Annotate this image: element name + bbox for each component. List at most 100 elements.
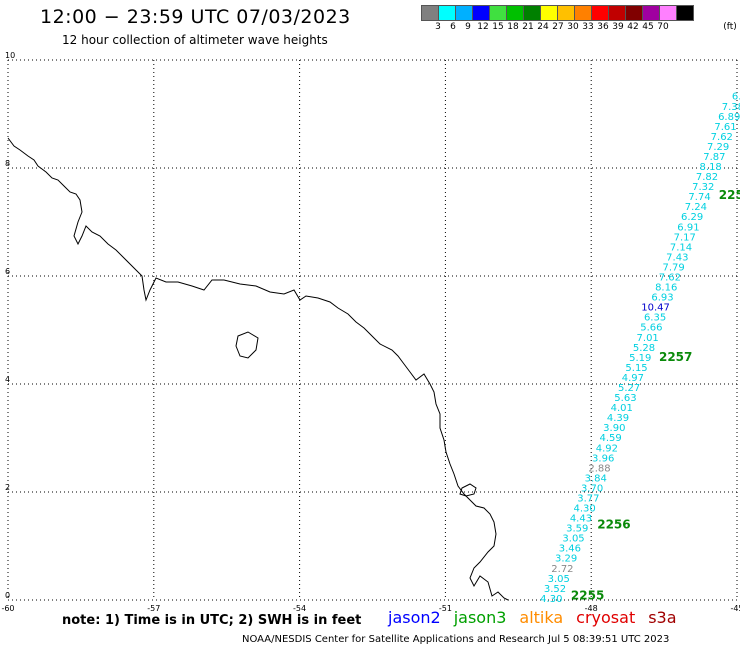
swh-value: 3.77 [577, 493, 599, 504]
x-tick-label: -45 [730, 604, 740, 613]
swh-value: 7.14 [670, 242, 692, 253]
swh-value: 6.89 [718, 112, 740, 123]
swh-value: 7.82 [696, 172, 718, 183]
satellite-altika: altika [519, 608, 564, 627]
scale-label: 30 [567, 22, 579, 32]
swh-value: 7.17 [674, 232, 696, 243]
swh-value: 10.47 [641, 303, 670, 314]
swh-value: 5.19 [629, 353, 651, 364]
scale-label: 33 [582, 22, 594, 32]
swh-value: 7.62 [659, 273, 681, 284]
swh-value: 3.29 [555, 554, 577, 565]
swh-value: 7.01 [637, 333, 659, 344]
scale-label: 24 [537, 22, 549, 32]
swh-value: 2.72 [551, 564, 573, 575]
y-tick-label: 10 [5, 51, 15, 60]
swh-value: 4.39 [607, 413, 629, 424]
swh-value: 4.59 [599, 433, 621, 444]
swh-value: 5.66 [640, 323, 662, 334]
swh-value: 7.61 [714, 122, 736, 133]
color-scale [421, 5, 694, 21]
swh-value: 4.43 [570, 514, 592, 525]
scale-swatch [676, 5, 694, 21]
swh-value: 2.88 [588, 463, 610, 474]
map-title: 12:00 − 23:59 UTC 07/03/2023 [40, 6, 351, 28]
time-label: 2257 [659, 350, 692, 364]
footer-credit: NOAA/NESDIS Center for Satellite Applica… [242, 634, 670, 645]
color-scale-labels: 3 6 9 12 15 18 21 24 27 30 33 36 39 42 45 70 (ft) [422, 22, 740, 33]
note-text: note: 1) Time is in UTC; 2) SWH is in fe… [62, 613, 362, 628]
y-tick-label: 8 [5, 159, 10, 168]
swh-value: 8.18 [700, 162, 722, 173]
satellite-legend: jason2 jason3 altika cryosat s3a [388, 608, 690, 627]
island-small [235, 331, 259, 359]
x-tick-label: -51 [439, 604, 452, 613]
swh-value: 5.63 [614, 393, 636, 404]
swh-value: 4.30 [540, 594, 562, 605]
swh-value: 6.91 [677, 222, 699, 233]
scale-label: 39 [612, 22, 624, 32]
y-tick-label: 2 [5, 483, 10, 492]
swh-value: 4.30 [574, 504, 596, 515]
map-subtitle: 12 hour collection of altimeter wave hei… [62, 33, 328, 47]
swh-value: 7.32 [692, 182, 714, 193]
swh-value: 5.27 [618, 383, 640, 394]
satellite-s3a: s3a [648, 608, 677, 627]
swh-value: 5.15 [625, 363, 647, 374]
time-label: 2256 [597, 517, 630, 531]
time-label: 2258 [719, 188, 740, 202]
scale-label: 42 [627, 22, 639, 32]
lat-lon-grid [7, 59, 738, 601]
swh-value: 4.01 [611, 403, 633, 414]
swh-value: 4.92 [596, 443, 618, 454]
swh-value: 5.28 [633, 343, 655, 354]
satellite-jason2: jason2 [388, 608, 441, 627]
swh-value: 3.52 [544, 584, 566, 595]
swh-value: 7.74 [688, 192, 710, 203]
scale-unit: (ft) [723, 22, 737, 32]
coastline [7, 137, 509, 601]
satellite-track: 4.303.523.052.723.293.463.053.594.434.30… [540, 92, 740, 605]
swh-value: 8.16 [655, 283, 677, 294]
y-tick-label: 4 [5, 375, 10, 384]
scale-label: 18 [507, 22, 519, 32]
swh-value: 7.87 [703, 152, 725, 163]
swh-value: 3.46 [559, 544, 581, 555]
swh-value: 3.90 [603, 423, 625, 434]
scale-label: 9 [465, 22, 471, 32]
x-tick-label: -60 [1, 604, 14, 613]
swh-value: 3.70 [581, 483, 603, 494]
scale-label: 15 [492, 22, 504, 32]
swh-value: 6.35 [644, 313, 666, 324]
scale-label: 3 [435, 22, 441, 32]
swh-value: 3.59 [566, 524, 588, 535]
swh-value: 6.29 [681, 212, 703, 223]
satellite-jason3: jason3 [453, 608, 507, 627]
x-tick-label: -54 [293, 604, 306, 613]
x-tick-label: -48 [585, 604, 598, 613]
swh-value: 7.62 [711, 132, 733, 143]
swh-value: 3.84 [585, 473, 607, 484]
swh-value: 7.38 [722, 102, 740, 113]
swh-value: 7.43 [666, 252, 688, 263]
swh-value: 6.8 [732, 92, 740, 103]
x-tick-label: -57 [147, 604, 160, 613]
swh-value: 3.05 [548, 574, 570, 585]
swh-value: 7.29 [707, 142, 729, 153]
swh-value: 7.24 [685, 202, 707, 213]
y-tick-label: 0 [5, 591, 10, 600]
swh-value: 3.05 [562, 534, 584, 545]
scale-label: 36 [597, 22, 609, 32]
island-marajo [459, 483, 477, 497]
swh-value: 6.93 [651, 293, 673, 304]
swh-value: 4.97 [622, 373, 644, 384]
scale-label: 27 [552, 22, 564, 32]
axis-ticks: -60 -57 -54 -51 -48 -45 0 2 4 6 8 10 [1, 51, 740, 613]
scale-label: 6 [450, 22, 456, 32]
scale-label: 21 [522, 22, 534, 32]
scale-label: 45 [642, 22, 654, 32]
satellite-cryosat: cryosat [576, 608, 636, 627]
y-tick-label: 6 [5, 267, 10, 276]
time-label: 2255 [571, 589, 604, 603]
